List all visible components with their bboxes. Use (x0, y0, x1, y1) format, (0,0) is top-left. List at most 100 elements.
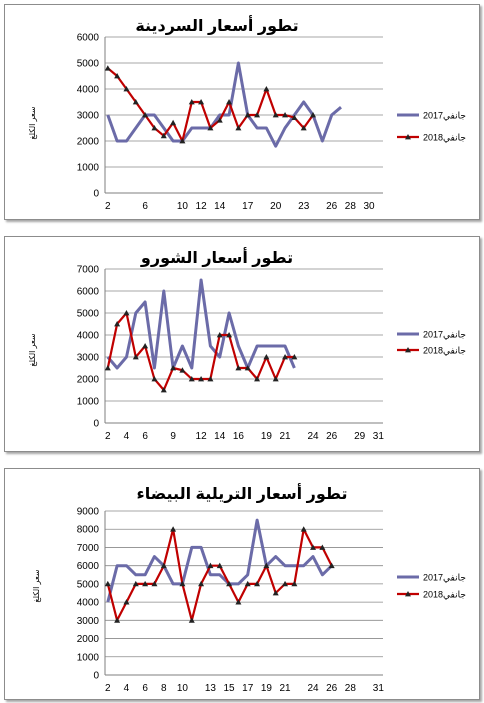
x-tick-label: 2 (105, 431, 111, 442)
data-point (170, 119, 177, 126)
y-tick-label: 4000 (77, 85, 100, 96)
legend: جانفي2017 جانفي2018 (397, 330, 466, 356)
data-point (282, 580, 289, 587)
data-point (254, 376, 261, 382)
y-axis-label: سعر الكلغ (32, 569, 41, 602)
data-point (188, 99, 195, 105)
y-tick-label: 7000 (77, 265, 100, 276)
x-tick-label: 17 (242, 201, 254, 212)
y-tick-label: 6000 (77, 561, 100, 572)
axes (104, 511, 383, 676)
chart-svg: تطور أسعار السردينة سعر الكلغ 0 1000 2000 3… (28, 15, 466, 213)
data-point (104, 580, 111, 587)
y-tick-label: 0 (93, 671, 99, 682)
data-point (132, 580, 139, 587)
data-point (179, 138, 186, 144)
chart-title: تطور أسعار الشورو (140, 247, 293, 267)
x-tick-label: 12 (196, 201, 208, 212)
data-point (104, 65, 111, 71)
data-point (319, 544, 326, 550)
data-point (216, 332, 223, 338)
data-point (160, 387, 167, 393)
data-point (207, 376, 214, 382)
data-point (310, 544, 317, 550)
x-tick-label: 30 (363, 201, 375, 212)
x-tick-label: 10 (177, 683, 189, 694)
data-point (216, 562, 223, 569)
legend-marker (405, 591, 411, 597)
data-point (160, 132, 167, 139)
x-tick-label: 14 (214, 201, 226, 212)
chart-panel-shoro: تطور أسعار الشورو سعر الكلغ 0 1000 2000 300… (4, 236, 480, 452)
data-point (272, 590, 279, 596)
data-point (207, 125, 214, 131)
data-point (188, 617, 195, 623)
data-point (235, 125, 242, 131)
data-point (300, 125, 307, 131)
legend-marker (405, 347, 411, 353)
legend: جانفي2017 جانفي2018 (397, 573, 466, 600)
x-tick-label: 6 (142, 431, 148, 442)
chart-panel-white-mullet: تطور أسعار التريلية البيضاء سعر الكلغ 0 1… (4, 468, 480, 700)
y-axis-label: سعر الكلغ (28, 106, 37, 139)
y-tick-label: 4000 (77, 331, 100, 342)
x-tick-label: 21 (279, 431, 291, 442)
series-lines (104, 278, 298, 393)
data-point (114, 617, 121, 623)
data-point (114, 73, 121, 79)
series-line (106, 61, 342, 148)
series-line (106, 278, 296, 370)
data-point (235, 599, 242, 605)
x-tick-label: 26 (326, 683, 338, 694)
data-point (198, 99, 205, 105)
data-point (123, 310, 130, 316)
legend-label: جانفي2017 (423, 111, 466, 121)
x-tick-label: 28 (345, 201, 357, 212)
data-point (282, 112, 289, 118)
y-tick-label: 2000 (77, 375, 100, 386)
data-point (151, 580, 158, 587)
x-tick-label: 14 (214, 431, 226, 442)
y-tick-label: 8000 (77, 525, 100, 536)
legend-label: جانفي2018 (423, 346, 466, 356)
x-tick-label: 6 (142, 683, 148, 694)
x-tick-label: 29 (354, 431, 366, 442)
data-point (179, 580, 186, 587)
data-point (188, 376, 195, 382)
legend-label: جانفي2018 (423, 133, 466, 143)
data-point (104, 365, 111, 371)
chart-panel-sardine: تطور أسعار السردينة سعر الكلغ 0 1000 2000 3… (4, 4, 480, 220)
x-tick-label: 13 (205, 683, 217, 694)
chart-svg: تطور أسعار الشورو سعر الكلغ 0 1000 2000 300… (28, 247, 466, 442)
data-point (179, 367, 186, 373)
data-point (207, 562, 214, 569)
data-point (226, 99, 233, 105)
x-tick-label: 24 (307, 683, 319, 694)
data-point (151, 125, 158, 131)
legend: جانفي2017 جانفي2018 (397, 111, 466, 143)
x-tick-label: 23 (298, 201, 310, 212)
y-tick-label: 1000 (77, 652, 100, 663)
data-point (170, 526, 177, 532)
data-point (244, 365, 251, 371)
data-point (123, 599, 130, 605)
x-tick-label: 6 (142, 201, 148, 212)
y-tick-label: 5000 (77, 309, 100, 320)
data-point (142, 343, 149, 349)
data-point (142, 580, 149, 587)
data-point (114, 321, 121, 327)
data-point (216, 117, 223, 123)
series-lines (104, 61, 342, 148)
data-point (328, 562, 335, 569)
y-tick-label: 2000 (77, 634, 100, 645)
x-tick-label: 8 (161, 683, 167, 694)
x-tick-label: 19 (261, 683, 273, 694)
x-tick-label: 9 (170, 431, 176, 442)
y-tick-label: 1000 (77, 163, 100, 174)
legend-label: جانفي2017 (423, 330, 466, 340)
y-tick-label: 3000 (77, 111, 100, 122)
y-tick-label: 2000 (77, 137, 100, 148)
data-point (142, 112, 149, 118)
